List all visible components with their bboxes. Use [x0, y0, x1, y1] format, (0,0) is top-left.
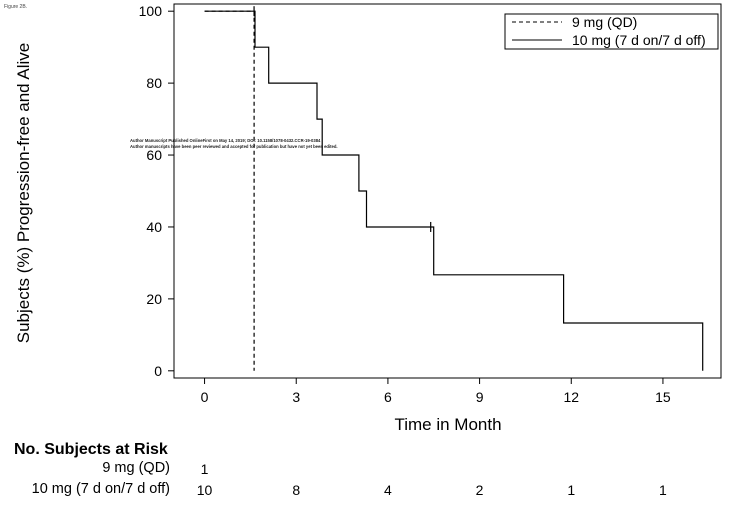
risk-table-title: No. Subjects at Risk — [14, 441, 168, 458]
x-axis-label: Time in Month — [394, 415, 501, 434]
plot-frame — [173, 3, 722, 379]
y-axis: 0 20 40 60 80 100 — [139, 3, 174, 379]
risk-value-0-0: 1 — [200, 461, 209, 477]
x-tick-label-15: 15 — [655, 389, 671, 405]
series-layer — [204, 6, 704, 371]
watermark-line-2: Author manuscripts have been peer review… — [130, 144, 338, 149]
y-tick-label-80: 80 — [146, 75, 162, 91]
risk-value-1-0: 10 — [196, 482, 213, 498]
figure-label: Figure 2B. — [4, 4, 28, 10]
x-axis: 0 3 6 9 12 15 — [201, 378, 671, 405]
y-tick-label-60: 60 — [146, 147, 162, 163]
plot-svg: 0 20 40 60 80 100 0 3 6 9 12 15 Time in Month Subj… — [14, 3, 722, 434]
risk-row-label-1: 10 mg (7 d on/7 d off) — [31, 481, 170, 497]
y-tick-label-100: 100 — [139, 3, 163, 19]
y-tick-label-40: 40 — [146, 219, 162, 235]
risk-value-1-4: 1 — [567, 482, 576, 498]
risk-row-label-0: 9 mg (QD) — [102, 460, 170, 476]
watermark-line-1: Author Manuscript Published OnlineFirst … — [130, 138, 321, 143]
x-tick-label-12: 12 — [563, 389, 579, 405]
y-tick-label-20: 20 — [146, 291, 162, 307]
series-line-0 — [204, 10, 255, 371]
x-tick-label-9: 9 — [476, 389, 484, 405]
y-tick-label-0: 0 — [154, 363, 162, 379]
risk-value-1-1: 8 — [292, 482, 301, 498]
y-axis-label: Subjects (%) Progression-free and Alive — [14, 43, 33, 343]
x-tick-label-0: 0 — [201, 389, 209, 405]
series-line-1 — [204, 10, 704, 371]
risk-value-1-5: 1 — [659, 482, 667, 498]
watermark: Author Manuscript Published OnlineFirst … — [130, 138, 338, 150]
x-tick-label-6: 6 — [384, 389, 392, 405]
legend-label-10mg: 10 mg (7 d on/7 d off) — [572, 32, 706, 48]
legend-label-9mg: 9 mg (QD) — [572, 14, 637, 30]
x-tick-label-3: 3 — [292, 389, 300, 405]
legend-box — [504, 13, 719, 50]
risk-value-1-2: 4 — [384, 482, 392, 498]
risk-value-1-3: 2 — [475, 482, 484, 498]
legend: 9 mg (QD) 10 mg (7 d on/7 d off) — [504, 13, 719, 50]
